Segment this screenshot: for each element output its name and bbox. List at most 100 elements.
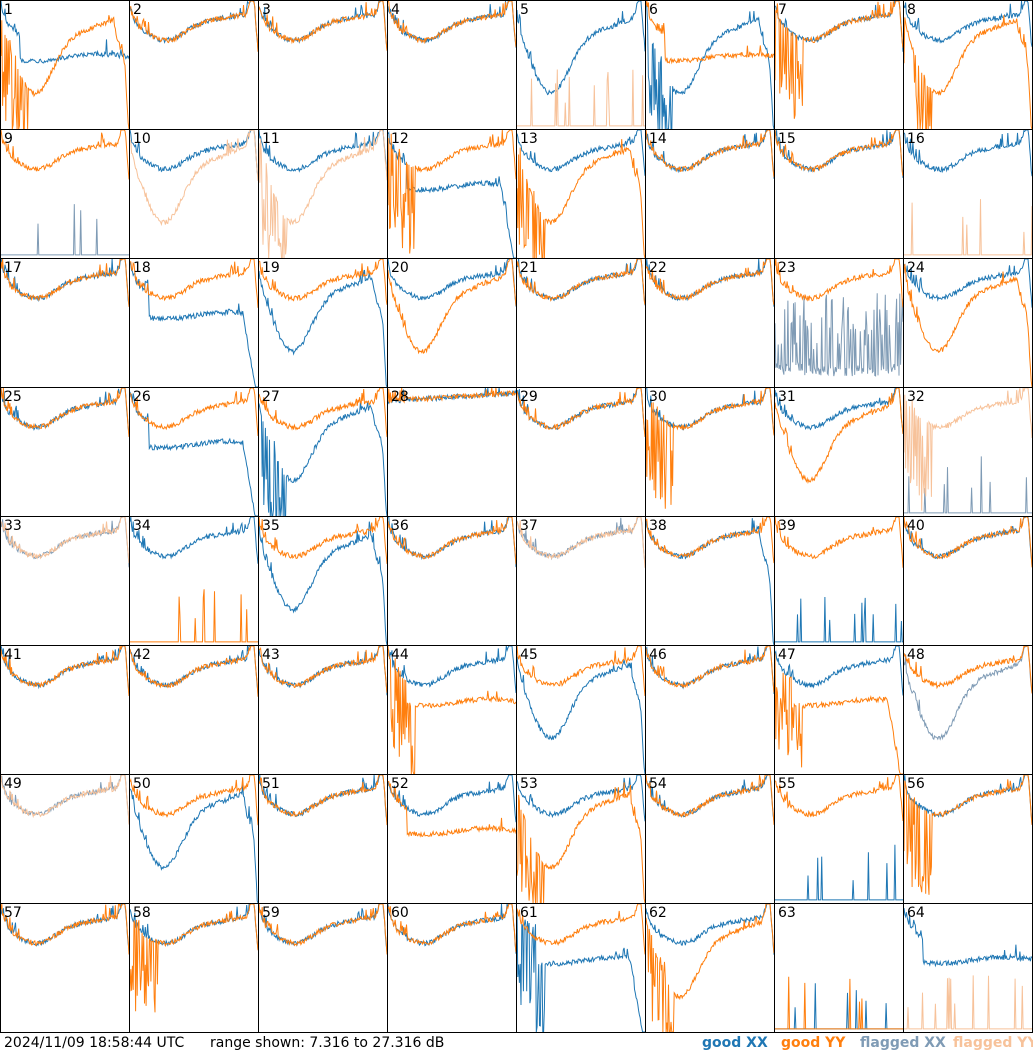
series-yy-line [646, 646, 774, 693]
panel-25: 25 [0, 387, 130, 517]
series-yy-line [259, 904, 387, 955]
panel-plot-48 [904, 646, 1032, 741]
series-xx-line [130, 1, 258, 51]
panel-number: 60 [391, 905, 409, 921]
panel-plot-35 [259, 517, 387, 645]
panel-10: 10 [129, 129, 259, 259]
panel-plot-14 [646, 130, 774, 179]
panel-number: 56 [907, 776, 925, 792]
panel-plot-62 [646, 904, 774, 1032]
panel-number: 40 [907, 518, 925, 534]
series-xx-line [904, 646, 1032, 741]
legend-good-yy: good YY [781, 1035, 846, 1051]
series-yy-line [646, 904, 774, 1032]
series-xx-line [130, 261, 258, 387]
panel-30: 30 [645, 387, 775, 517]
panel-plot-42 [130, 646, 258, 697]
panel-20: 20 [387, 258, 517, 388]
panel-number: 30 [649, 389, 667, 405]
panel-number: 31 [778, 389, 796, 405]
panel-number: 26 [133, 389, 151, 405]
series-xx-line [904, 259, 1032, 308]
series-xx-line [646, 904, 774, 955]
series-yy-line [130, 775, 258, 826]
series-yy-line [130, 1, 258, 52]
panel-plot-57 [1, 904, 129, 955]
series-yy-line [259, 130, 387, 258]
series-yy-line [517, 646, 645, 697]
panel-38: 38 [645, 516, 775, 646]
panel-number: 57 [4, 905, 22, 921]
panel-33: 33 [0, 516, 130, 646]
panel-54: 54 [645, 774, 775, 904]
panel-plot-20 [388, 259, 516, 355]
series-xx-line [904, 130, 1032, 177]
panel-number: 10 [133, 131, 151, 147]
series-yy-line [904, 15, 1032, 129]
panel-number: 19 [262, 260, 280, 276]
panel-44: 44 [387, 645, 517, 775]
series-yy-line [1, 15, 129, 129]
panel-12: 12 [387, 129, 517, 259]
panel-number: 13 [520, 131, 538, 147]
series-yy-line [646, 1, 774, 65]
panel-11: 11 [258, 129, 388, 259]
panel-number: 41 [4, 647, 22, 663]
panel-2: 2 [129, 0, 259, 130]
panel-number: 36 [391, 518, 409, 534]
series-yy-line [775, 976, 903, 1030]
series-xx-line [517, 1, 645, 96]
panel-number: 27 [262, 389, 280, 405]
series-yy-line [517, 69, 645, 127]
panel-31: 31 [774, 387, 904, 517]
legend-flagged-xx: flagged XX [860, 1035, 946, 1051]
panel-plot-4 [388, 1, 516, 48]
panel-number: 20 [391, 260, 409, 276]
panel-plot-2 [130, 1, 258, 52]
series-yy-line [1, 904, 129, 955]
panel-6: 6 [645, 0, 775, 130]
legend-good-xx: good XX [702, 1035, 768, 1051]
panel-plot-26 [130, 388, 258, 516]
panel-plot-8 [904, 1, 1032, 129]
panel-number: 58 [133, 905, 151, 921]
series-yy-line [646, 259, 774, 306]
series-xx-line [646, 518, 774, 645]
panel-plot-18 [130, 259, 258, 387]
series-yy-line [775, 388, 903, 485]
series-xx-line [1, 204, 129, 256]
panel-number: 15 [778, 131, 796, 147]
series-yy-line [904, 646, 1032, 694]
panel-number: 55 [778, 776, 796, 792]
panel-plot-11 [259, 130, 387, 258]
series-xx-line [130, 130, 258, 177]
panel-number: 45 [520, 647, 538, 663]
panel-13: 13 [516, 129, 646, 259]
panel-plot-37 [517, 517, 645, 568]
panel-number: 62 [649, 905, 667, 921]
panel-plot-41 [1, 646, 129, 697]
panel-plot-10 [130, 130, 258, 227]
series-yy-line [517, 782, 645, 903]
series-yy-line [517, 904, 645, 955]
panel-40: 40 [903, 516, 1033, 646]
panel-number: 25 [4, 389, 22, 405]
series-yy-line [646, 775, 774, 825]
panel-plot-45 [517, 646, 645, 774]
panel-plot-56 [904, 775, 1032, 895]
series-yy-line [259, 646, 387, 693]
panel-number: 9 [4, 131, 13, 147]
panel-number: 1 [4, 2, 13, 18]
panel-50: 50 [129, 774, 259, 904]
series-yy-line [775, 1, 903, 119]
panel-number: 22 [649, 260, 667, 276]
series-yy-line [775, 775, 903, 822]
series-yy-line [1, 388, 129, 437]
panel-number: 37 [520, 518, 538, 534]
panel-plot-58 [130, 904, 258, 1013]
panel-42: 42 [129, 645, 259, 775]
panel-plot-38 [646, 517, 774, 645]
series-yy-line [259, 775, 387, 826]
panel-26: 26 [129, 387, 259, 517]
panel-16: 16 [903, 129, 1033, 259]
